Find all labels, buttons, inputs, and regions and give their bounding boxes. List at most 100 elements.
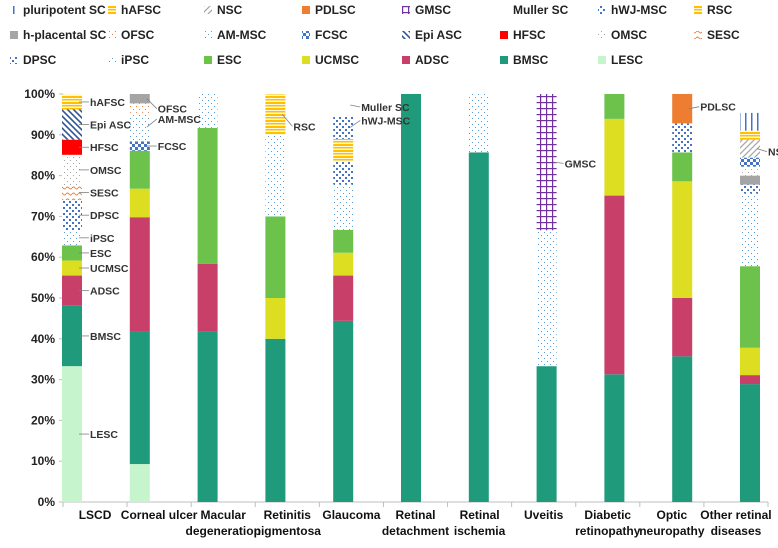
- legend-item-bmsc: BMSC: [500, 53, 549, 67]
- annotation-sesc: SESC: [79, 188, 119, 200]
- annotation-label: BMSC: [90, 331, 121, 343]
- x-label-other-retinal-diseases: Other retinal diseases: [700, 508, 771, 538]
- bar-segment-omsc: [62, 154, 82, 185]
- annotation-hafsc: hAFSC: [79, 97, 125, 109]
- bar-segment-ucmsc: [333, 252, 354, 276]
- bar-segment-hafsc: [62, 94, 82, 110]
- bar-segment-muller-sc: [333, 94, 354, 117]
- legend-swatch: [204, 31, 212, 39]
- bar-segment-esc: [62, 245, 82, 261]
- legend-label: iPSC: [121, 53, 149, 67]
- legend-item-omsc: OMSC: [598, 28, 647, 42]
- legend-swatch: [402, 6, 410, 14]
- bar-segment-bmsc: [468, 152, 489, 502]
- legend-item-nsc: NSC: [204, 3, 243, 17]
- legend-swatch: [204, 6, 212, 14]
- annotation-nsc: NSC: [756, 147, 778, 159]
- bar-segment-ipsc: [197, 94, 218, 128]
- y-tick-label: 80%: [31, 169, 55, 183]
- annotation-ipsc: iPSC: [79, 233, 115, 245]
- chart-legend: pluripotent SC hAFSC NSC PDLSC GMSC Muller SC…: [10, 3, 740, 67]
- bar-segment-ipsc: [265, 134, 286, 217]
- annotation-label: HFSC: [90, 142, 119, 154]
- legend-label: ESC: [217, 53, 242, 67]
- legend-label: FCSC: [315, 28, 348, 42]
- bar-segment-esc: [672, 152, 693, 182]
- annotation-ofsc: OFSC: [146, 98, 187, 116]
- bar-segment-bmsc: [740, 384, 760, 502]
- legend-item-am-msc: AM-MSC: [204, 28, 267, 42]
- legend-swatch: [500, 6, 508, 14]
- legend-item-ucmsc: UCMSC: [302, 53, 359, 67]
- annotation-label: Muller SC: [361, 102, 410, 114]
- annotation-label: Epi ASC: [90, 120, 131, 132]
- y-tick-label: 100%: [24, 87, 55, 101]
- bar-segment-esc: [333, 229, 354, 253]
- bar-segment-bmsc: [265, 338, 286, 502]
- bar-segment-bmsc: [197, 331, 218, 502]
- x-label-corneal-ulcer: Corneal ulcer: [121, 508, 198, 522]
- y-tick-label: 70%: [31, 209, 55, 223]
- annotation-hfsc: HFSC: [79, 142, 119, 154]
- legend-label: ADSC: [415, 53, 449, 67]
- bar-segment-esc: [740, 266, 760, 348]
- legend-item-rsc: RSC: [694, 3, 733, 17]
- bar-segment-fcsc: [129, 141, 150, 151]
- legend-item-sesc: SESC: [694, 28, 740, 42]
- annotation-muller-sc: Muller SC: [350, 102, 410, 114]
- y-tick-label: 0%: [38, 495, 56, 509]
- bar-segment-h-placental-sc: [740, 175, 760, 185]
- bar-segment-am-msc: [129, 112, 150, 142]
- legend-item-pluripotent-sc: pluripotent SC: [10, 3, 106, 17]
- bar-stack-optic-neuropathy: [672, 94, 693, 502]
- legend-item-esc: ESC: [204, 53, 242, 67]
- annotation-gmsc: GMSC: [553, 158, 597, 170]
- bar-segment-fcsc: [740, 157, 760, 167]
- annotation-label: NSC: [768, 147, 778, 159]
- legend-label: PDLSC: [315, 3, 356, 17]
- annotation-label: UCMSC: [90, 263, 129, 275]
- legend-label: h-placental SC: [23, 28, 107, 42]
- legend-swatch: [10, 6, 18, 14]
- legend-swatch: [302, 56, 310, 64]
- legend-item-adsc: ADSC: [402, 53, 449, 67]
- annotation-rsc: RSC: [282, 114, 316, 133]
- bar-segment-adsc: [333, 275, 354, 321]
- legend-item-hwj-msc: hWJ-MSC: [598, 3, 667, 17]
- bar-segment-esc: [265, 216, 286, 298]
- bar-segment-bmsc: [129, 331, 150, 465]
- bar-stack-other-retinal-diseases: [740, 94, 760, 502]
- bar-segment-epi-asc: [62, 109, 82, 140]
- legend-swatch: [694, 31, 702, 39]
- bar-segment-adsc: [197, 263, 218, 332]
- legend-label: RSC: [707, 3, 733, 17]
- bar-segment-bmsc: [536, 366, 557, 502]
- bar-segment-adsc: [672, 298, 693, 357]
- bar-segment-pluripotent-sc: [740, 112, 760, 131]
- x-axis-labels: LSCD Corneal ulcer Macular degenerationReti…: [79, 508, 772, 538]
- annotation-fcsc: FCSC: [146, 141, 187, 153]
- annotation-leader: [282, 114, 293, 127]
- bar-segment-omsc: [740, 166, 760, 176]
- legend-label: GMSC: [415, 3, 451, 17]
- annotation-pdlsc: PDLSC: [689, 102, 736, 114]
- legend-swatch: [108, 56, 116, 64]
- bar-segment-ucmsc: [265, 298, 286, 339]
- legend-item-hafsc: hAFSC: [108, 3, 161, 17]
- bar-segment-bmsc: [333, 320, 354, 502]
- bar-segment-lesc: [129, 464, 150, 502]
- x-label-retinal-detachment: Retinal detachment: [382, 508, 449, 538]
- legend-item-pdlsc: PDLSC: [302, 3, 356, 17]
- bar-segment-lesc: [62, 366, 82, 502]
- bar-segment-bmsc: [401, 94, 421, 502]
- bar-segment-h-placental-sc: [129, 94, 150, 104]
- bar-stack-uveitis: [536, 94, 557, 502]
- bar-segment-dpsc: [333, 161, 354, 185]
- bar-stacks: [62, 94, 760, 502]
- bar-segment-esc: [604, 94, 625, 119]
- annotation-label: ESC: [90, 248, 112, 260]
- y-tick-label: 60%: [31, 250, 55, 264]
- annotation-lesc: LESC: [79, 429, 118, 441]
- annotation-label: SESC: [90, 188, 119, 200]
